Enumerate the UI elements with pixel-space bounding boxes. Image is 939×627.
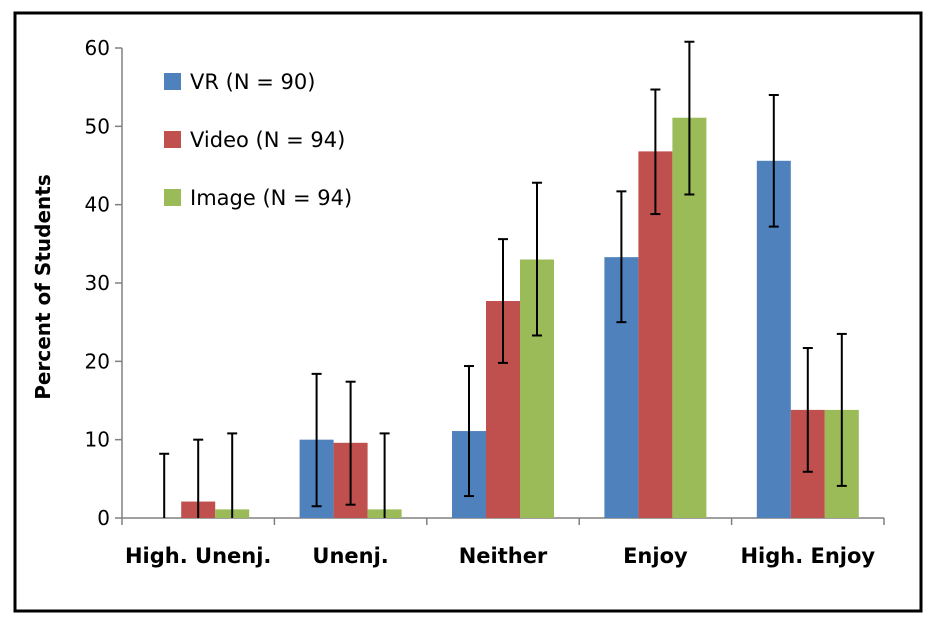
y-tick-label: 40 (85, 193, 110, 217)
x-tick-label: Unenj. (312, 544, 388, 568)
x-tick-label: Neither (459, 544, 548, 568)
legend-label: Video (N = 94) (190, 128, 345, 152)
legend-swatch (164, 73, 181, 90)
legend-swatch (164, 189, 181, 206)
legend-label: Image (N = 94) (190, 186, 352, 210)
y-tick-label: 0 (97, 506, 110, 530)
plot-area: 0 10 20 30 40 50 60 High. Unenj. Unenj. Neither En… (85, 36, 885, 568)
x-tick-label: High. Unenj. (125, 544, 271, 568)
y-axis-title: Percent of Students (31, 174, 55, 399)
y-tick-label: 30 (85, 271, 110, 295)
x-tick-label: High. Enjoy (740, 544, 875, 568)
legend-label: VR (N = 90) (190, 70, 315, 94)
legend-swatch (164, 131, 181, 148)
y-tick-label: 20 (85, 349, 110, 373)
y-tick-label: 10 (85, 428, 110, 452)
y-tick-label: 60 (85, 36, 110, 60)
y-tick-label: 50 (85, 114, 110, 138)
x-tick-label: Enjoy (623, 544, 688, 568)
